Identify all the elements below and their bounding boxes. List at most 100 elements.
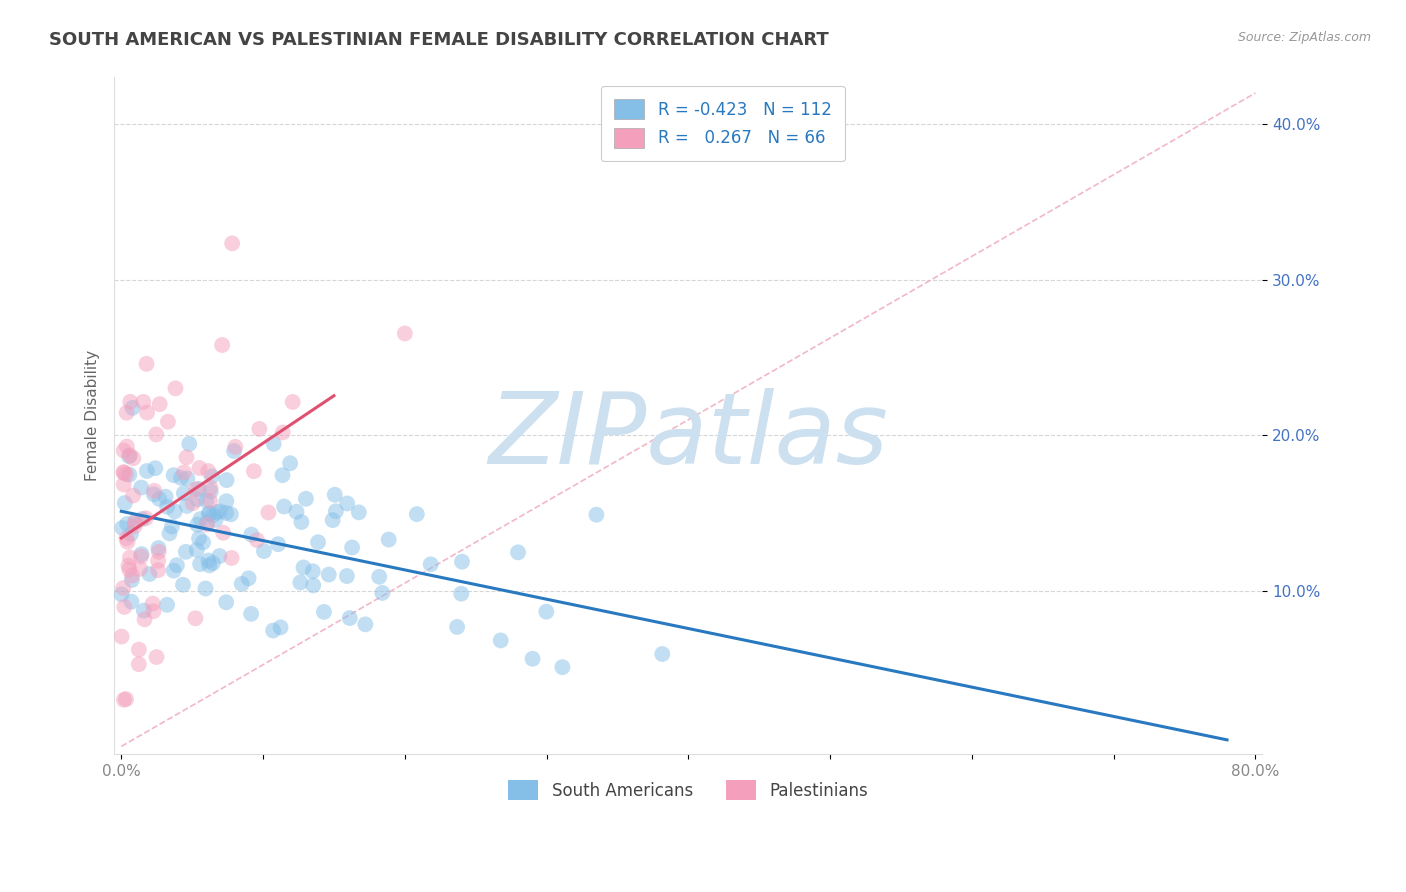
Point: [121, 568, 143, 582]
Point: [110, 587, 132, 601]
Point: [231, 577, 253, 591]
Point: [278, 456, 301, 470]
Point: [202, 508, 225, 523]
Point: [215, 595, 238, 609]
Point: [354, 617, 377, 632]
Point: [221, 551, 243, 566]
Point: [184, 483, 207, 497]
Point: [165, 381, 187, 395]
Point: [159, 526, 181, 541]
Point: [339, 611, 361, 625]
Point: [522, 652, 544, 666]
Point: [114, 496, 136, 510]
Point: [156, 598, 179, 612]
Point: [188, 461, 211, 475]
Point: [336, 496, 359, 510]
Point: [292, 560, 315, 574]
Point: [240, 607, 263, 621]
Point: [163, 468, 186, 483]
Point: [143, 483, 166, 498]
Point: [135, 511, 157, 525]
Point: [173, 466, 195, 480]
Point: [117, 558, 139, 573]
Point: [204, 513, 226, 527]
Point: [295, 491, 318, 506]
Point: [115, 516, 138, 531]
Point: [208, 549, 231, 563]
Point: [162, 564, 184, 578]
Point: [148, 541, 170, 555]
Point: [124, 515, 146, 529]
Point: [132, 604, 155, 618]
Point: [146, 554, 169, 568]
Point: [145, 427, 167, 442]
Point: [200, 481, 222, 495]
Point: [128, 657, 150, 672]
Point: [121, 401, 143, 415]
Point: [212, 525, 235, 540]
Point: [446, 620, 468, 634]
Point: [197, 553, 219, 567]
Point: [120, 527, 142, 541]
Point: [115, 440, 138, 454]
Point: [651, 647, 673, 661]
Point: [112, 466, 135, 480]
Point: [262, 624, 284, 638]
Point: [208, 504, 231, 518]
Point: [135, 464, 157, 478]
Point: [201, 556, 224, 570]
Point: [146, 563, 169, 577]
Point: [290, 515, 312, 529]
Point: [115, 467, 138, 482]
Legend: South Americans, Palestinians: South Americans, Palestinians: [495, 766, 882, 814]
Point: [270, 620, 292, 634]
Point: [377, 533, 399, 547]
Point: [198, 507, 221, 521]
Point: [110, 630, 132, 644]
Point: [215, 506, 238, 520]
Point: [115, 692, 138, 706]
Point: [122, 451, 145, 466]
Point: [135, 357, 157, 371]
Point: [195, 517, 218, 532]
Point: [148, 491, 170, 506]
Point: [112, 477, 135, 491]
Point: [115, 531, 138, 545]
Point: [198, 507, 221, 521]
Text: Source: ZipAtlas.com: Source: ZipAtlas.com: [1237, 31, 1371, 45]
Point: [117, 534, 139, 549]
Point: [170, 471, 193, 485]
Point: [263, 437, 285, 451]
Point: [112, 599, 135, 614]
Point: [318, 567, 340, 582]
Point: [174, 545, 197, 559]
Point: [290, 575, 312, 590]
Point: [124, 519, 146, 533]
Point: [322, 513, 344, 527]
Point: [312, 605, 335, 619]
Point: [273, 500, 295, 514]
Point: [219, 508, 242, 522]
Point: [222, 444, 245, 458]
Point: [143, 461, 166, 475]
Point: [160, 519, 183, 533]
Point: [215, 473, 238, 487]
Point: [118, 563, 141, 577]
Point: [129, 481, 152, 495]
Point: [271, 468, 294, 483]
Point: [194, 582, 217, 596]
Point: [184, 611, 207, 625]
Text: ZIPatlas: ZIPatlas: [488, 388, 889, 484]
Point: [112, 443, 135, 458]
Point: [142, 487, 165, 501]
Point: [267, 537, 290, 551]
Point: [336, 569, 359, 583]
Point: [142, 604, 165, 618]
Point: [247, 422, 270, 436]
Y-axis label: Female Disability: Female Disability: [86, 351, 100, 482]
Point: [176, 450, 198, 465]
Point: [118, 449, 141, 463]
Point: [347, 505, 370, 519]
Point: [246, 533, 269, 547]
Point: [186, 517, 208, 532]
